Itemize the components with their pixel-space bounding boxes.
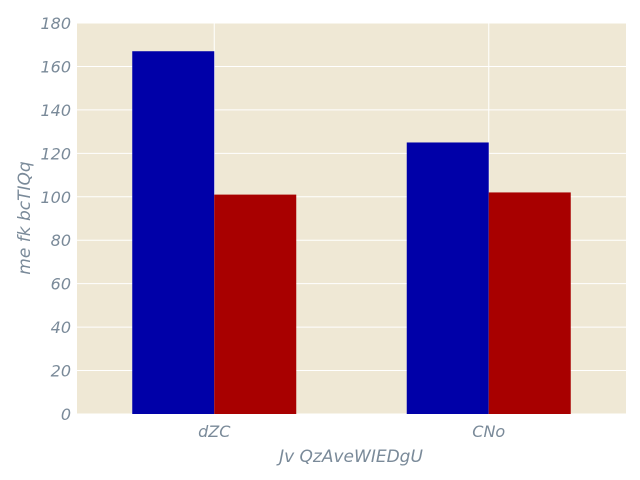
bar-dZC-series-1 bbox=[132, 51, 215, 414]
y-tick-label: 160 bbox=[40, 57, 71, 76]
bar-CNo-series-2 bbox=[488, 192, 571, 414]
x-tick-label: dZC bbox=[198, 422, 231, 441]
bars-group bbox=[132, 51, 571, 414]
x-axis-label: Jv QzAveWIEDgU bbox=[276, 447, 423, 467]
y-tick-label: 60 bbox=[51, 275, 71, 294]
bar-CNo-series-1 bbox=[406, 142, 489, 414]
x-tick-label: CNo bbox=[472, 422, 505, 441]
y-tick-label: 180 bbox=[40, 14, 71, 33]
y-tick-label: 80 bbox=[51, 231, 71, 250]
y-axis-label: me fk bcTIQq bbox=[15, 161, 35, 275]
y-tick-label: 0 bbox=[61, 405, 71, 424]
y-tick-label: 20 bbox=[51, 362, 71, 381]
y-tick-label: 120 bbox=[40, 144, 71, 163]
y-tick-label: 40 bbox=[51, 318, 71, 337]
y-tick-labels: 0 20 40 60 80 100 120 140 160 180 bbox=[40, 14, 71, 424]
y-tick-label: 140 bbox=[40, 101, 71, 120]
y-tick-label: 100 bbox=[40, 188, 71, 207]
bar-dZC-series-2 bbox=[214, 194, 297, 414]
x-tick-labels: dZC CNo bbox=[198, 422, 505, 441]
